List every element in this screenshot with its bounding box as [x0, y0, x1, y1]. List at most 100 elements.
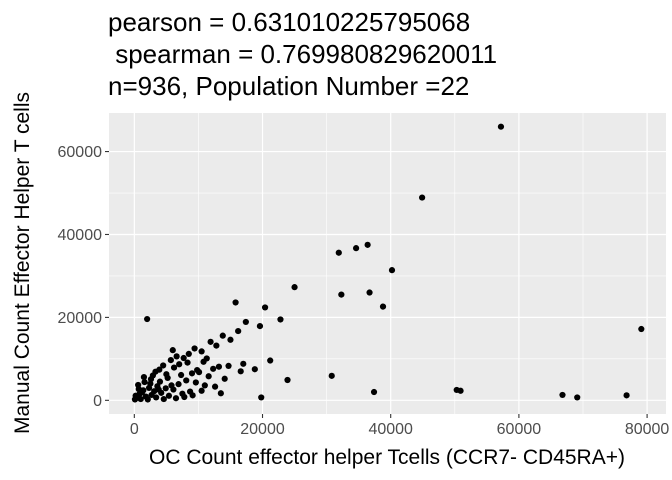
data-point — [173, 353, 180, 360]
data-points — [131, 123, 645, 403]
data-point — [497, 123, 505, 130]
data-point — [240, 360, 247, 367]
data-point — [256, 323, 264, 330]
x-axis-ticks: 0 20000 40000 60000 80000 — [130, 414, 670, 438]
data-point — [155, 386, 162, 393]
x-tick-label: 60000 — [497, 421, 542, 438]
y-tick-label: 20000 — [58, 310, 103, 327]
data-point — [156, 366, 163, 373]
data-point — [137, 395, 144, 403]
data-point — [160, 362, 167, 369]
data-point — [388, 267, 396, 274]
data-point — [144, 396, 151, 403]
data-point — [284, 376, 291, 384]
data-point — [366, 289, 373, 296]
x-tick-label: 20000 — [240, 421, 285, 438]
data-point — [141, 378, 148, 386]
y-tick-label: 40000 — [58, 227, 103, 244]
data-point — [364, 241, 371, 248]
data-point — [135, 386, 142, 393]
data-point — [200, 358, 207, 365]
data-point — [181, 393, 188, 401]
y-tick-label: 60000 — [58, 144, 103, 161]
data-point — [183, 377, 190, 384]
data-point — [168, 382, 175, 389]
data-point — [213, 342, 220, 349]
data-point — [574, 394, 581, 401]
data-point — [352, 245, 360, 252]
data-point — [559, 391, 566, 399]
data-point — [149, 372, 157, 379]
data-point — [205, 373, 212, 380]
data-point — [277, 316, 284, 323]
data-point — [194, 366, 201, 374]
x-axis-title: OC Count effector helper Tcells (CCR7- C… — [149, 446, 625, 469]
plot-panel — [109, 113, 666, 414]
data-point — [235, 327, 242, 335]
data-point — [291, 284, 298, 291]
data-point — [227, 336, 234, 343]
data-point — [338, 291, 345, 298]
data-point — [237, 368, 244, 375]
data-point — [192, 379, 199, 386]
data-point — [163, 371, 170, 378]
data-point — [189, 392, 196, 399]
data-point — [217, 390, 224, 397]
data-point — [188, 370, 196, 377]
data-point — [184, 359, 191, 366]
data-point — [457, 387, 464, 394]
data-point — [153, 394, 160, 401]
data-point — [170, 364, 178, 371]
data-point — [169, 347, 176, 354]
grid-lines — [109, 113, 666, 414]
data-point — [167, 357, 174, 364]
data-point — [156, 378, 164, 385]
data-point — [370, 388, 378, 396]
data-point — [232, 299, 239, 306]
data-point — [328, 372, 335, 379]
y-axis-title: Manual Count Effector Helper T cells — [11, 92, 34, 434]
data-point — [198, 348, 205, 355]
y-axis-ticks: 0 20000 40000 60000 — [58, 144, 109, 410]
data-point — [165, 392, 173, 399]
data-point — [144, 315, 151, 323]
data-point — [198, 387, 205, 394]
data-point — [221, 375, 228, 382]
data-point — [258, 394, 265, 401]
data-point — [132, 392, 139, 399]
data-point — [172, 395, 180, 402]
chart-title-line-2: spearman = 0.769980829620011 — [108, 39, 497, 69]
chart-title-line-1: pearson = 0.631010225795068 — [108, 7, 470, 37]
data-point — [251, 366, 258, 373]
data-point — [191, 345, 198, 352]
data-point — [210, 365, 217, 372]
data-point — [147, 380, 154, 387]
data-point — [178, 371, 185, 379]
x-tick-label: 40000 — [368, 421, 413, 438]
data-point — [219, 332, 226, 339]
x-tick-label: 0 — [130, 421, 139, 438]
data-point — [162, 385, 169, 392]
data-point — [225, 362, 232, 370]
data-point — [175, 381, 182, 388]
data-point — [638, 325, 645, 333]
data-point — [207, 338, 214, 345]
x-tick-label: 80000 — [625, 421, 670, 438]
data-point — [379, 303, 387, 310]
data-point — [201, 382, 208, 389]
chart-title-line-3: n=936, Population Number =22 — [108, 71, 469, 101]
data-point — [160, 395, 167, 403]
data-point — [140, 374, 148, 381]
data-point — [261, 304, 269, 311]
data-point — [211, 383, 219, 390]
data-point — [267, 357, 274, 364]
data-point — [176, 361, 183, 368]
data-point — [419, 194, 426, 201]
data-point — [185, 350, 192, 357]
y-tick-label: 0 — [93, 393, 102, 410]
data-point — [242, 318, 249, 326]
data-point — [335, 249, 342, 256]
data-point — [215, 363, 223, 370]
data-point — [180, 354, 187, 362]
